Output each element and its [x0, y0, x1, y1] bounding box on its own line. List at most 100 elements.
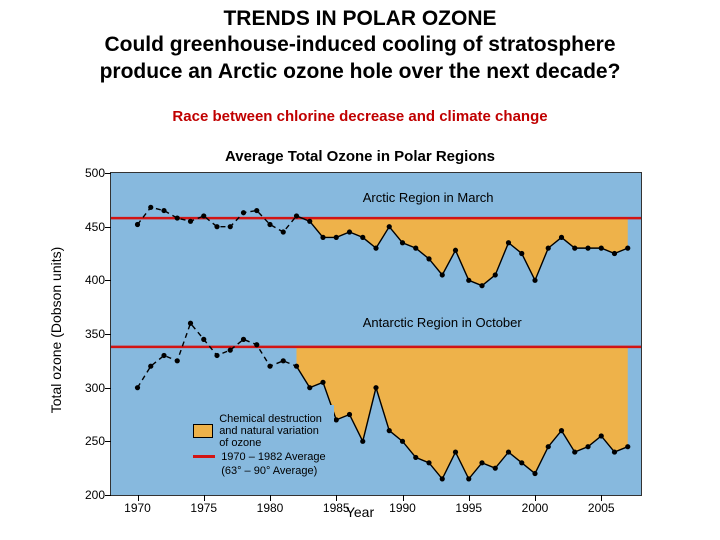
title-line-2: Could greenhouse-induced cooling of stra…	[0, 32, 720, 58]
title-line-3: produce an Arctic ozone hole over the ne…	[0, 59, 720, 85]
antarctic-marker	[625, 444, 630, 449]
arctic-marker	[188, 219, 193, 224]
arctic-marker	[413, 246, 418, 251]
y-tick: 500	[65, 166, 105, 180]
legend-row: Chemical destructionand natural variatio…	[193, 413, 325, 449]
arctic-marker	[201, 213, 206, 218]
antarctic-marker	[440, 476, 445, 481]
y-tick: 450	[65, 220, 105, 234]
arctic-marker	[400, 240, 405, 245]
y-tick: 250	[65, 434, 105, 448]
antarctic-marker	[599, 433, 604, 438]
antarctic-marker	[347, 412, 352, 417]
arctic-marker	[307, 219, 312, 224]
arctic-marker	[241, 210, 246, 215]
arctic-marker	[161, 208, 166, 213]
x-tick: 1975	[190, 501, 217, 515]
arctic-marker	[612, 251, 617, 256]
arctic-marker	[267, 222, 272, 227]
antarctic-marker	[201, 337, 206, 342]
legend-text: Chemical destructionand natural variatio…	[219, 413, 322, 449]
arctic-marker	[572, 246, 577, 251]
title-line-1: TRENDS IN POLAR OZONE	[0, 6, 720, 32]
arctic-marker	[599, 246, 604, 251]
antarctic-marker	[466, 476, 471, 481]
chart-title: Average Total Ozone in Polar Regions	[0, 148, 720, 165]
antarctic-marker	[506, 449, 511, 454]
legend-row: 1970 – 1982 Average	[193, 451, 325, 463]
legend-text: (63° – 90° Average)	[221, 465, 317, 477]
antarctic-marker	[320, 380, 325, 385]
x-tick: 2000	[522, 501, 549, 515]
antarctic-marker	[493, 466, 498, 471]
antarctic-marker	[307, 385, 312, 390]
y-tick: 200	[65, 488, 105, 502]
arctic-marker	[360, 235, 365, 240]
arctic-marker	[506, 240, 511, 245]
arctic-marker	[426, 256, 431, 261]
arctic-marker	[294, 213, 299, 218]
arctic-marker	[334, 235, 339, 240]
antarctic-marker	[175, 358, 180, 363]
antarctic-marker	[360, 439, 365, 444]
antarctic-marker	[585, 444, 590, 449]
x-tick: 1970	[124, 501, 151, 515]
y-axis-label: Total ozone (Dobson units)	[48, 247, 64, 414]
antarctic-marker	[188, 321, 193, 326]
arctic-marker	[453, 248, 458, 253]
x-tick: 1985	[323, 501, 350, 515]
legend-row: (63° – 90° Average)	[193, 465, 325, 477]
arctic-marker	[281, 229, 286, 234]
antarctic-marker	[519, 460, 524, 465]
x-tick: 1995	[455, 501, 482, 515]
arctic-fill	[297, 216, 628, 286]
antarctic-marker	[612, 449, 617, 454]
antarctic-marker	[228, 348, 233, 353]
antarctic-marker	[400, 439, 405, 444]
antarctic-marker	[161, 353, 166, 358]
arctic-marker	[625, 246, 630, 251]
antarctic-marker	[413, 455, 418, 460]
antarctic-marker	[241, 337, 246, 342]
arctic-marker	[135, 222, 140, 227]
arctic-marker	[466, 278, 471, 283]
antarctic-marker	[453, 449, 458, 454]
arctic-marker	[585, 246, 590, 251]
arctic-marker	[559, 235, 564, 240]
antarctic-marker	[532, 471, 537, 476]
arctic-marker	[320, 235, 325, 240]
y-tick: 400	[65, 273, 105, 287]
chart-plot-area: 2002503003504004505001970197519801985199…	[110, 172, 642, 496]
antarctic-marker	[334, 417, 339, 422]
arctic-marker	[479, 283, 484, 288]
antarctic-marker	[294, 364, 299, 369]
subtitle: Race between chlorine decrease and clima…	[0, 108, 720, 125]
arctic-marker	[254, 208, 259, 213]
arctic-marker	[214, 224, 219, 229]
x-tick: 2005	[588, 501, 615, 515]
arctic-marker	[440, 272, 445, 277]
arctic-marker	[387, 224, 392, 229]
legend: Chemical destructionand natural variatio…	[185, 405, 333, 485]
antarctic-marker	[479, 460, 484, 465]
legend-swatch	[193, 424, 213, 438]
arctic-marker	[373, 246, 378, 251]
y-tick: 300	[65, 381, 105, 395]
x-tick: 1980	[257, 501, 284, 515]
arctic-marker	[175, 215, 180, 220]
antarctic-fill	[297, 347, 628, 479]
arctic-marker	[493, 272, 498, 277]
arctic-marker	[228, 224, 233, 229]
x-tick: 1990	[389, 501, 416, 515]
legend-text: 1970 – 1982 Average	[221, 451, 325, 463]
arctic-marker	[519, 251, 524, 256]
arctic-marker	[546, 246, 551, 251]
y-tick: 350	[65, 327, 105, 341]
antarctic-marker	[214, 353, 219, 358]
antarctic-marker	[546, 444, 551, 449]
antarctic-marker	[373, 385, 378, 390]
arctic-marker	[532, 278, 537, 283]
antarctic-marker	[148, 364, 153, 369]
antarctic-marker	[387, 428, 392, 433]
antarctic-marker	[254, 342, 259, 347]
